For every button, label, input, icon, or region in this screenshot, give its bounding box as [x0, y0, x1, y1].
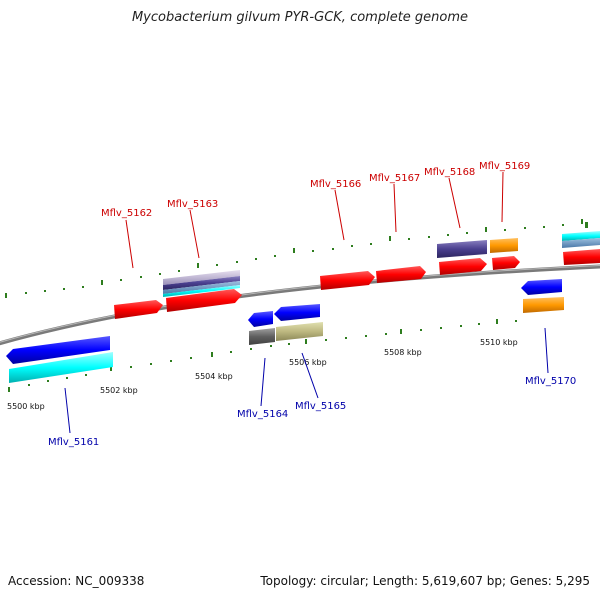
gene-arrow-mflv-5166[interactable]	[320, 271, 375, 290]
gene-label[interactable]: Mflv_5167	[369, 173, 420, 184]
gene-arrow-mflv-5164[interactable]	[248, 311, 273, 327]
gene-label[interactable]: Mflv_5170	[525, 376, 576, 387]
tick-labels: 5500 kbp 5502 kbp 5504 kbp 5506 kbp 5508…	[7, 338, 518, 411]
tick-label: 5506 kbp	[289, 358, 327, 367]
callout-lines	[64, 171, 549, 434]
gene-arrow-mflv-5170[interactable]	[521, 279, 562, 295]
reverse-genes	[6, 279, 564, 383]
gene-label[interactable]: Mflv_5161	[48, 437, 99, 448]
gene-feature-band	[276, 322, 323, 341]
inner-tick-ring	[8, 319, 517, 392]
tick-label: 5502 kbp	[100, 386, 138, 395]
forward-genes	[114, 222, 600, 319]
gene-label[interactable]: Mflv_5162	[101, 208, 152, 219]
gene-feature-band	[163, 285, 240, 297]
gene-label[interactable]: Mflv_5169	[479, 161, 530, 172]
gene-label[interactable]: Mflv_5163	[167, 199, 218, 210]
gene-arrow-mflv-5167[interactable]	[376, 266, 426, 283]
tick-label: 5504 kbp	[195, 372, 233, 381]
gene-feature-band	[249, 328, 275, 345]
gene-arrow-mflv-5169[interactable]	[492, 256, 520, 270]
gene-arrow-partial[interactable]	[563, 249, 600, 265]
gene-arrow-mflv-5161[interactable]	[6, 336, 110, 364]
tick-label: 5510 kbp	[480, 338, 518, 347]
gene-feature-band	[490, 238, 518, 253]
accession-text: Accession: NC_009338	[8, 574, 145, 588]
map-title: Mycobacterium gilvum PYR-GCK, complete g…	[131, 10, 469, 25]
gene-feature-band	[562, 238, 600, 248]
gene-feature-band	[163, 276, 240, 290]
gene-feature-band	[163, 270, 240, 285]
gene-feature-band	[562, 231, 600, 241]
gene-arrow-mflv-5163[interactable]	[166, 289, 242, 312]
gene-label[interactable]: Mflv_5166	[310, 179, 361, 190]
gene-arrow-mflv-5162[interactable]	[114, 300, 163, 319]
gene-label[interactable]: Mflv_5164	[237, 409, 288, 420]
gene-feature-band	[437, 240, 487, 258]
gene-label[interactable]: Mflv_5165	[295, 401, 346, 412]
gene-arrow-mflv-5165[interactable]	[274, 304, 320, 321]
tick-label: 5508 kbp	[384, 348, 422, 357]
gene-feature-band	[163, 281, 240, 294]
genome-backbone	[0, 264, 600, 346]
gene-feature-band	[9, 352, 113, 383]
gene-arrow-mflv-5168[interactable]	[439, 258, 487, 275]
gene-label[interactable]: Mflv_5168	[424, 167, 475, 178]
gene-feature-band	[523, 297, 564, 313]
tick-label: 5500 kbp	[7, 402, 45, 411]
gene-labels: Mflv_5162 Mflv_5163 Mflv_5166 Mflv_5167 …	[48, 161, 576, 448]
outer-tick-ring	[5, 219, 583, 298]
genome-summary-text: Topology: circular; Length: 5,619,607 bp…	[260, 574, 590, 588]
